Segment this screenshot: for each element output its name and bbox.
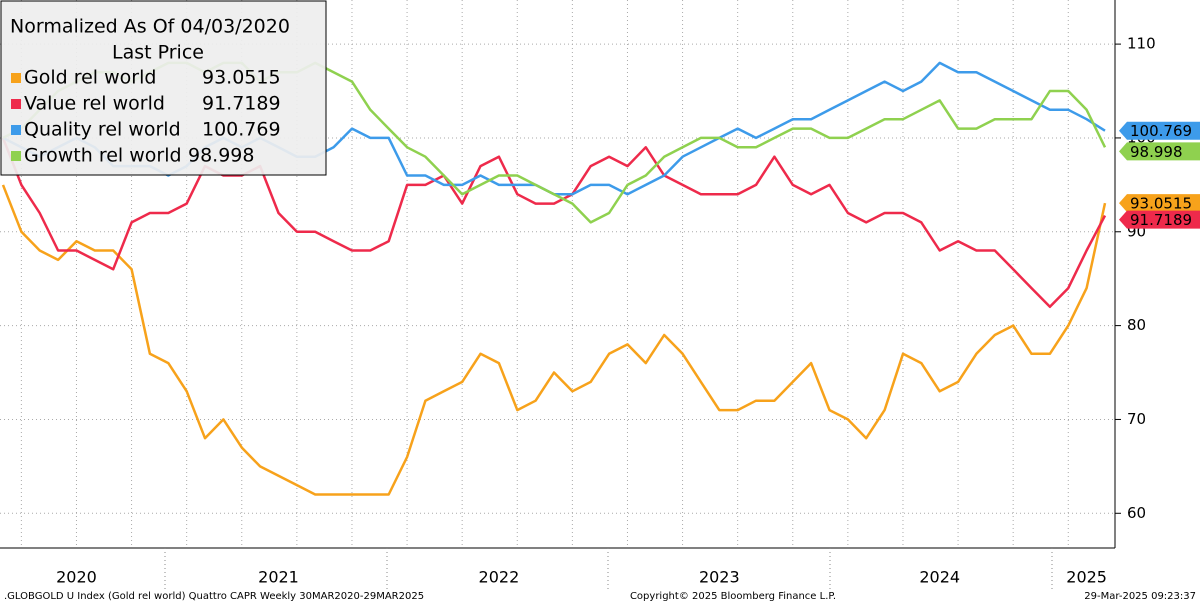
legend-box	[0, 0, 327, 176]
x-tick-label: 2025	[1066, 568, 1107, 587]
value-tag-label: 98.998	[1130, 143, 1183, 161]
value-tag	[1119, 142, 1200, 161]
footer-source: .GLOBGOLD U Index (Gold rel world) Quatt…	[4, 591, 424, 602]
legend-value: 98.998	[188, 145, 254, 167]
legend-label: Quality rel world	[24, 119, 181, 141]
value-tag-label: 93.0515	[1130, 195, 1192, 213]
value-tag	[1119, 210, 1200, 229]
y-tick-label: 60	[1127, 504, 1146, 522]
legend-label: Growth rel world	[24, 145, 182, 167]
series-line	[1, 184, 1107, 496]
value-tag-label: 100.769	[1130, 122, 1192, 140]
legend: Normalized As Of 04/03/2020 Last Price Gol…	[0, 0, 327, 176]
legend-swatch	[11, 151, 21, 161]
y-tick-label: 70	[1127, 410, 1146, 428]
footer-timestamp: 29-Mar-2025 09:23:37	[1084, 591, 1196, 602]
legend-label: Gold rel world	[24, 67, 156, 89]
y-tick-label: 80	[1127, 316, 1146, 334]
value-tag	[1119, 194, 1200, 213]
legend-label: Value rel world	[24, 93, 165, 115]
legend-swatch	[11, 125, 21, 135]
series-line	[1, 137, 1107, 309]
legend-subtitle: Last Price	[112, 42, 204, 64]
x-tick-label: 2023	[699, 568, 740, 587]
x-tick-label: 2020	[56, 568, 97, 587]
legend-value: 100.769	[202, 119, 281, 141]
legend-swatch	[11, 99, 21, 109]
value-tag-label: 91.7189	[1130, 211, 1192, 229]
y-tick-label: 110	[1127, 35, 1156, 53]
legend-title: Normalized As Of 04/03/2020	[10, 16, 290, 38]
footer-copyright: Copyright© 2025 Bloomberg Finance L.P.	[630, 591, 836, 602]
legend-value: 93.0515	[202, 67, 281, 89]
x-tick-label: 2022	[479, 568, 520, 587]
x-tick-label: 2024	[919, 568, 960, 587]
value-tag	[1119, 121, 1200, 140]
x-tick-label: 2021	[258, 568, 299, 587]
legend-swatch	[11, 73, 21, 83]
legend-value: 91.7189	[202, 93, 281, 115]
